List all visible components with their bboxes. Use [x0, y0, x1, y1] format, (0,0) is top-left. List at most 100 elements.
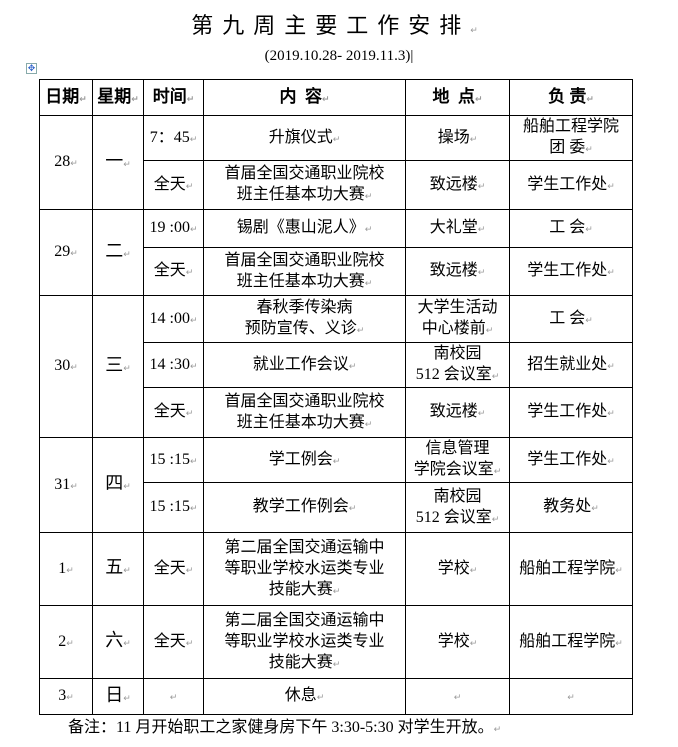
- content-cell-text: 第二届全国交通运输中 等职业学校水运类专业 技能大赛: [224, 539, 384, 598]
- time-cell: 14 :30: [143, 342, 204, 388]
- owner-cell-text: 教务处: [543, 498, 599, 515]
- weekday-cell-text: 日: [105, 685, 131, 705]
- place-cell: 学校: [405, 532, 510, 606]
- place-cell-text: 学校: [438, 560, 478, 577]
- date-range-text: (2019.10.28- 2019.11.3): [264, 48, 411, 64]
- owner-cell: 学生工作处: [509, 387, 633, 438]
- page-title: 第九周主要工作安排: [0, 8, 678, 40]
- weekday-cell-text: 六: [105, 630, 131, 650]
- weekday-cell-text: 二: [105, 241, 131, 261]
- weekday-cell-text: 三: [105, 355, 131, 375]
- time-cell: 15 :15: [143, 482, 204, 533]
- place-cell-text: 致远楼: [430, 403, 486, 420]
- owner-cell: 船舶工程学院: [509, 532, 633, 606]
- time-cell: 全天: [143, 387, 204, 438]
- schedule-row: 3 日 休息: [39, 678, 633, 715]
- weekday-cell: 二: [92, 209, 144, 296]
- content-cell: 首届全国交通职业院校 班主任基本功大赛: [203, 387, 406, 438]
- time-cell-text: 全天: [154, 403, 194, 420]
- place-cell-text: 信息管理 学院会议室: [414, 440, 502, 478]
- schedule-row: 全天 首届全国交通职业院校 班主任基本功大赛 致远楼 学生工作处: [40, 247, 633, 296]
- date-cell-text: 28: [54, 153, 78, 170]
- weekday-cell-text: 五: [105, 557, 131, 577]
- content-cell-text: 学工例会: [269, 451, 341, 468]
- time-cell-text: 15 :15: [150, 451, 198, 468]
- time-cell-text: [170, 687, 178, 704]
- weekday-cell: 一: [92, 115, 144, 210]
- time-cell: 19 :00: [143, 209, 204, 248]
- schedule-table: 日期 星期 时间 内 容 地 点 负 责 28一7：45升旗仪式操场船舶工程学院…: [39, 79, 633, 715]
- place-cell-text: [454, 687, 462, 704]
- schedule-row: 14 :30 就业工作会议 南校园 512 会议室 招生就业处: [40, 342, 633, 388]
- owner-cell: 船舶工程学院: [509, 605, 633, 679]
- date-cell: 28: [39, 115, 93, 210]
- table-move-handle-icon[interactable]: ✥: [26, 63, 37, 74]
- owner-cell-text: [567, 687, 575, 704]
- content-cell: 首届全国交通职业院校 班主任基本功大赛: [203, 160, 406, 210]
- date-cell-text: 1: [58, 560, 74, 577]
- place-cell: 大礼堂: [405, 209, 510, 248]
- time-cell: 15 :15: [143, 437, 204, 483]
- content-cell: 就业工作会议: [203, 342, 406, 388]
- header-content: 内 容: [203, 79, 406, 116]
- time-cell: 14 :00: [143, 295, 204, 343]
- date-cell: 30: [39, 295, 93, 438]
- time-cell-text: 19 :00: [150, 219, 198, 236]
- content-cell-text: 第二届全国交通运输中 等职业学校水运类专业 技能大赛: [224, 612, 384, 671]
- header-row: 日期 星期 时间 内 容 地 点 负 责: [39, 79, 633, 116]
- owner-cell-text: 工 会: [549, 310, 593, 327]
- time-cell: 全天: [143, 605, 204, 679]
- owner-cell-text: 船舶工程学院 团 委: [523, 118, 619, 156]
- owner-cell: 学生工作处: [509, 247, 633, 296]
- owner-cell: [509, 678, 633, 715]
- content-cell: 休息: [203, 678, 406, 715]
- place-cell: 致远楼: [405, 160, 510, 210]
- date-cell-text: 31: [54, 476, 78, 493]
- weekday-cell: 四: [92, 437, 144, 533]
- content-cell-text: 休息: [285, 687, 325, 704]
- date-cell-text: 2: [58, 633, 74, 650]
- header-owner: 负 责: [509, 79, 633, 116]
- owner-cell: 教务处: [509, 482, 633, 533]
- owner-cell-text: 船舶工程学院: [519, 560, 623, 577]
- date-cell-text: 3: [58, 687, 74, 704]
- place-cell: 南校园 512 会议室: [405, 482, 510, 533]
- time-cell: [143, 678, 204, 715]
- time-cell-text: 14 :30: [150, 356, 198, 373]
- time-cell-text: 全天: [154, 633, 194, 650]
- place-cell-text: 南校园 512 会议室: [416, 345, 500, 383]
- content-cell: 春秋季传染病 预防宣传、义诊: [203, 295, 406, 343]
- header-date: 日期: [39, 79, 93, 116]
- date-cell: 2: [39, 605, 93, 679]
- place-cell-text: 致远楼: [430, 262, 486, 279]
- date-cell: 29: [39, 209, 93, 296]
- header-weekday: 星期: [92, 79, 144, 116]
- date-cell-text: 29: [54, 243, 78, 260]
- weekday-cell: 六: [92, 605, 144, 679]
- content-cell: 首届全国交通职业院校 班主任基本功大赛: [203, 247, 406, 296]
- owner-cell-text: 船舶工程学院: [519, 633, 623, 650]
- weekday-cell-text: 一: [105, 151, 131, 171]
- schedule-row: 30 三 14 :00 春秋季传染病 预防宣传、义诊 大学生活动 中心楼前 工 会: [39, 295, 633, 438]
- place-cell-text: 学校: [438, 633, 478, 650]
- time-cell-text: 全天: [154, 176, 194, 193]
- schedule-row: 29 二 19 :00 锡剧《惠山泥人》 大礼堂 工 会: [39, 209, 633, 296]
- place-cell-text: 大礼堂: [430, 219, 486, 236]
- weekday-cell: 五: [92, 532, 144, 606]
- owner-cell-text: 工 会: [549, 219, 593, 236]
- schedule-row: 31 四 15 :15 学工例会 信息管理 学院会议室 学生工作处: [39, 437, 633, 533]
- content-cell: 学工例会: [203, 437, 406, 483]
- content-cell: 教学工作例会: [203, 482, 406, 533]
- place-cell: 南校园 512 会议室: [405, 342, 510, 388]
- content-cell-text: 升旗仪式: [269, 129, 341, 146]
- weekday-cell: 日: [92, 678, 144, 715]
- content-cell: 锡剧《惠山泥人》: [203, 209, 406, 248]
- owner-cell-text: 学生工作处: [527, 403, 615, 420]
- place-cell: [405, 678, 510, 715]
- place-cell-text: 操场: [438, 129, 478, 146]
- place-cell: 致远楼: [405, 387, 510, 438]
- place-cell: 信息管理 学院会议室: [405, 437, 510, 483]
- time-cell-text: 全天: [154, 560, 194, 577]
- place-cell: 致远楼: [405, 247, 510, 296]
- content-cell-text: 首届全国交通职业院校 班主任基本功大赛: [224, 252, 384, 290]
